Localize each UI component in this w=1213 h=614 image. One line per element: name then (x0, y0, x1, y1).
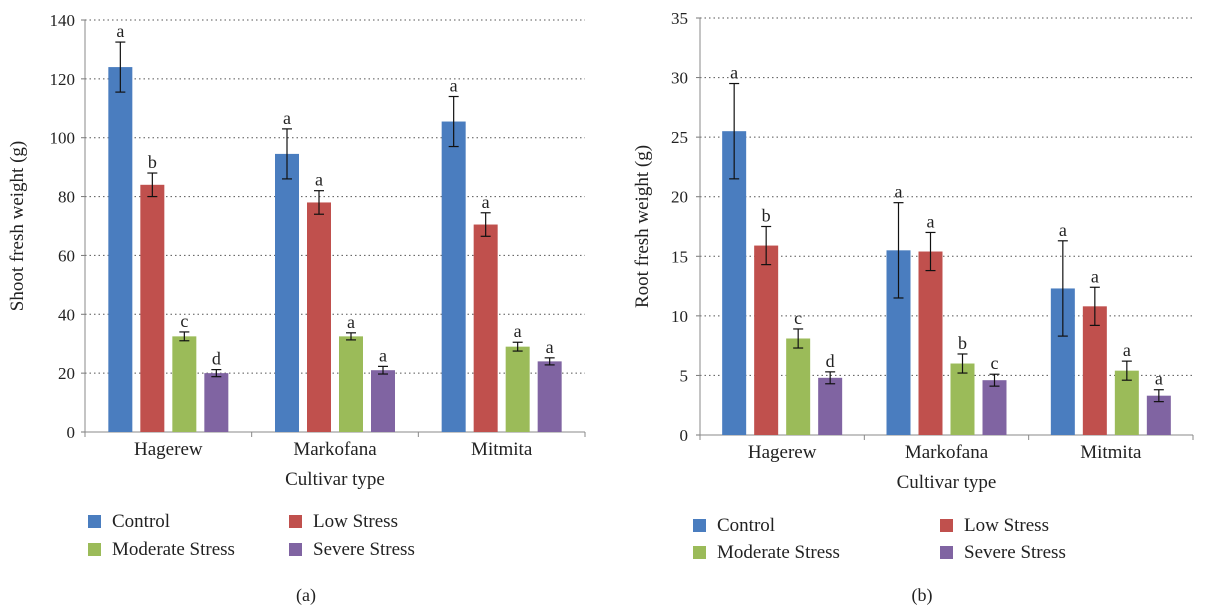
significance-letter: a (450, 76, 458, 96)
y-tick-label: 20 (58, 364, 75, 383)
significance-letter: a (927, 211, 935, 231)
x-tick-label: Markofana (293, 439, 377, 460)
bar (950, 363, 975, 435)
bar (918, 251, 943, 435)
x-tick-label: Mitmita (471, 439, 533, 460)
y-tick-label: 80 (58, 188, 75, 207)
bar (722, 131, 747, 435)
significance-letter: a (1155, 369, 1163, 389)
bar (140, 184, 165, 432)
y-axis-title: Root fresh weight (g) (632, 145, 653, 308)
legend-swatch (693, 519, 706, 532)
x-axis-title: Cultivar type (897, 472, 997, 493)
legend-swatch (289, 515, 302, 528)
significance-letter: a (514, 321, 522, 341)
bar (754, 245, 779, 435)
significance-letter: a (379, 345, 387, 365)
panel-label: (b) (912, 585, 933, 606)
bar (441, 121, 466, 433)
bar (473, 224, 498, 432)
bar (786, 338, 811, 435)
significance-letter: d (826, 351, 835, 371)
significance-letter: a (730, 63, 738, 83)
significance-letter: b (148, 152, 157, 172)
legend-label: Low Stress (964, 515, 1049, 536)
bar (1114, 370, 1139, 435)
y-tick-label: 10 (671, 307, 688, 326)
bar (172, 336, 197, 432)
x-tick-label: Mitmita (1080, 442, 1142, 463)
y-tick-label: 60 (58, 246, 75, 265)
bar (1082, 306, 1107, 435)
panel-b: 0 5 10 15 20 25 30 35 a b c d Hagerew a a b c Markofana a a… (632, 9, 1194, 606)
significance-letter: a (315, 170, 323, 190)
legend-swatch (940, 519, 953, 532)
legend-swatch (88, 515, 101, 528)
bar (204, 373, 229, 432)
legend-swatch (289, 543, 302, 556)
x-tick-label: Markofana (905, 442, 989, 463)
significance-letter: a (283, 108, 291, 128)
legend-label: Control (112, 511, 170, 532)
significance-letter: a (1059, 220, 1067, 240)
y-tick-label: 120 (50, 70, 76, 89)
legend-label: Low Stress (313, 511, 398, 532)
y-tick-label: 30 (671, 69, 688, 88)
legend-label: Moderate Stress (112, 539, 235, 560)
bar (505, 346, 530, 432)
legend-label: Moderate Stress (717, 542, 840, 563)
y-tick-label: 0 (67, 423, 76, 442)
legend-swatch (88, 543, 101, 556)
y-tick-label: 100 (50, 129, 76, 148)
y-tick-label: 140 (50, 11, 76, 30)
legend-label: Control (717, 515, 775, 536)
bar (371, 370, 395, 432)
bar (275, 153, 299, 432)
y-tick-label: 15 (671, 247, 688, 266)
x-tick-label: Hagerew (134, 439, 203, 460)
significance-letter: a (482, 192, 490, 212)
y-axis-title: Shoot fresh weight (g) (7, 141, 28, 311)
significance-letter: a (1091, 266, 1099, 286)
bar (339, 336, 363, 432)
significance-letter: a (347, 312, 355, 332)
bar (982, 380, 1007, 435)
significance-letter: b (958, 333, 967, 353)
legend-label: Severe Stress (313, 539, 415, 560)
y-tick-label: 20 (671, 188, 688, 207)
bar (818, 377, 843, 435)
significance-letter: c (180, 311, 188, 331)
bar (537, 361, 562, 432)
y-tick-label: 40 (58, 305, 75, 324)
y-tick-label: 35 (671, 9, 688, 28)
legend-swatch (693, 546, 706, 559)
y-tick-label: 5 (680, 366, 689, 385)
significance-letter: a (895, 182, 903, 202)
y-tick-label: 0 (680, 426, 689, 445)
bar (108, 67, 133, 432)
significance-letter: b (762, 206, 771, 226)
significance-letter: c (991, 353, 999, 373)
significance-letter: a (1123, 340, 1131, 360)
panel-a: 0 20 40 60 80 100 120 140 a b c d Hagerew a a a a Markofa… (7, 11, 586, 606)
significance-letter: d (212, 349, 221, 369)
bar (307, 202, 331, 432)
panel-label: (a) (296, 585, 316, 606)
x-axis-title: Cultivar type (285, 469, 385, 490)
x-tick-label: Hagerew (748, 442, 817, 463)
significance-letter: a (546, 337, 554, 357)
y-tick-label: 25 (671, 128, 688, 147)
legend-swatch (940, 546, 953, 559)
significance-letter: c (794, 308, 802, 328)
significance-letter: a (116, 21, 124, 41)
legend-label: Severe Stress (964, 542, 1066, 563)
